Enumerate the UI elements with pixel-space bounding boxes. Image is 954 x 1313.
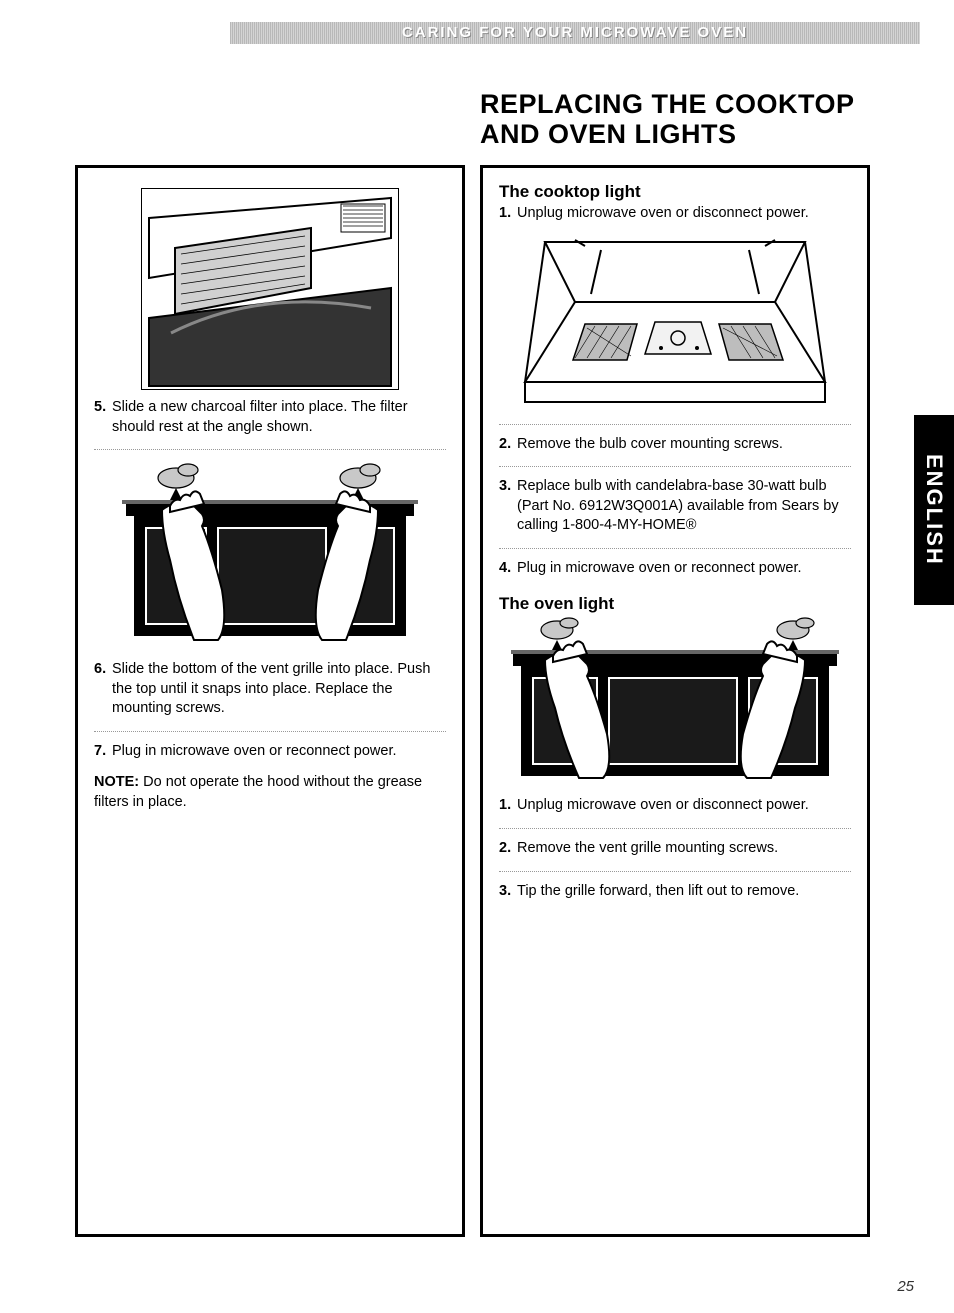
step-number: 2. — [499, 435, 517, 455]
note-text: Do not operate the hood without the grea… — [94, 774, 422, 810]
oven-step-2: 2. Remove the vent grille mounting screw… — [499, 839, 851, 859]
right-column: The cooktop light 1. Unplug microwave ov… — [480, 165, 870, 1237]
step-number: 6. — [94, 660, 112, 719]
page-title: REPLACING THE COOKTOP AND OVEN LIGHTS — [480, 90, 855, 149]
cooktop-step-4: 4. Plug in microwave oven or reconnect p… — [499, 559, 851, 579]
divider — [499, 871, 851, 872]
step-6: 6. Slide the bottom of the vent grille i… — [94, 660, 446, 719]
cooktop-step-2: 2. Remove the bulb cover mounting screws… — [499, 435, 851, 455]
left-column: 5. Slide a new charcoal filter into plac… — [75, 165, 465, 1237]
step-text: Slide a new charcoal filter into place. … — [112, 398, 446, 437]
step-number: 4. — [499, 559, 517, 579]
filter-angle-illustration — [141, 188, 399, 390]
step-text: Remove the bulb cover mounting screws. — [517, 435, 851, 455]
language-tab: ENGLISH — [914, 415, 954, 605]
step-number: 1. — [499, 796, 517, 816]
note: NOTE: Do not operate the hood without th… — [94, 773, 446, 812]
divider — [499, 548, 851, 549]
step-number: 2. — [499, 839, 517, 859]
hands-grille-illustration — [122, 460, 418, 646]
oven-step-3: 3. Tip the grille forward, then lift out… — [499, 882, 851, 902]
step-text: Plug in microwave oven or reconnect powe… — [517, 559, 851, 579]
divider — [499, 828, 851, 829]
title-line-2: AND OVEN LIGHTS — [480, 119, 737, 149]
step-text: Remove the vent grille mounting screws. — [517, 839, 851, 859]
step-text: Replace bulb with candelabra-base 30-wat… — [517, 477, 851, 536]
step-7: 7. Plug in microwave oven or reconnect p… — [94, 742, 446, 762]
divider — [94, 449, 446, 450]
step-number: 5. — [94, 398, 112, 437]
oven-light-heading: The oven light — [499, 594, 851, 614]
cooktop-step-1: 1. Unplug microwave oven or disconnect p… — [499, 204, 851, 224]
cooktop-light-heading: The cooktop light — [499, 182, 851, 202]
oven-step-1: 1. Unplug microwave oven or disconnect p… — [499, 796, 851, 816]
divider — [499, 466, 851, 467]
cooktop-step-3: 3. Replace bulb with candelabra-base 30-… — [499, 477, 851, 536]
step-text: Tip the grille forward, then lift out to… — [517, 882, 851, 902]
step-number: 3. — [499, 477, 517, 536]
step-5: 5. Slide a new charcoal filter into plac… — [94, 398, 446, 437]
hands-remove-grille-illustration — [511, 616, 839, 784]
step-number: 1. — [499, 204, 517, 224]
note-label: NOTE: — [94, 774, 139, 790]
underside-bulb-illustration — [515, 232, 835, 412]
step-text: Unplug microwave oven or disconnect powe… — [517, 204, 851, 224]
divider — [499, 424, 851, 425]
step-text: Plug in microwave oven or reconnect powe… — [112, 742, 446, 762]
page-number: 25 — [897, 1278, 914, 1295]
section-banner: CARING FOR YOUR MICROWAVE OVEN — [230, 22, 920, 44]
step-number: 7. — [94, 742, 112, 762]
divider — [94, 731, 446, 732]
step-number: 3. — [499, 882, 517, 902]
title-line-1: REPLACING THE COOKTOP — [480, 89, 855, 119]
step-text: Slide the bottom of the vent grille into… — [112, 660, 446, 719]
step-text: Unplug microwave oven or disconnect powe… — [517, 796, 851, 816]
